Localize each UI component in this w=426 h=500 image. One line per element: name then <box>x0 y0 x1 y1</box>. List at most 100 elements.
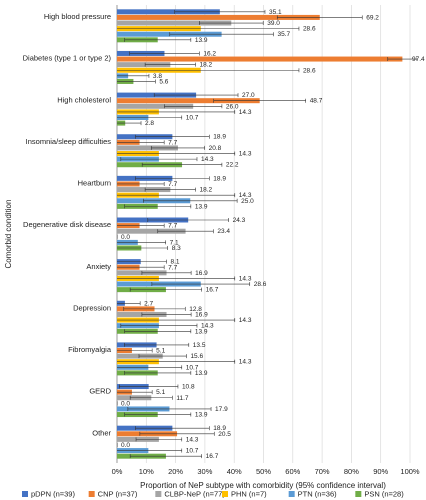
error-bar <box>213 98 306 103</box>
error-bar <box>117 365 183 370</box>
data-label: 5.6 <box>159 78 168 85</box>
error-bar <box>129 287 202 292</box>
error-bar <box>147 218 229 222</box>
data-label: 7.7 <box>168 264 177 271</box>
data-label: 10.8 <box>182 384 195 391</box>
data-label: 22.2 <box>226 162 239 169</box>
data-label: 14.3 <box>239 359 252 366</box>
error-bar <box>117 265 165 270</box>
data-label: 7.7 <box>168 139 177 146</box>
data-label: 14.3 <box>239 192 252 199</box>
error-bar <box>153 93 239 98</box>
data-label: 7.7 <box>168 181 177 188</box>
data-label: 27.0 <box>242 92 255 99</box>
data-label: 8.3 <box>172 245 181 252</box>
legend-swatch <box>222 491 228 497</box>
legend: pDPN (n=39) CNP (n=37) CLBP-NeP (n=77) PHN … <box>22 489 404 498</box>
data-label: 18.9 <box>213 134 226 141</box>
bar <box>117 145 178 151</box>
error-bar <box>119 384 179 389</box>
error-bar <box>117 240 166 245</box>
data-label: 14.3 <box>239 317 252 324</box>
data-label: 16.7 <box>206 287 219 294</box>
error-bar <box>139 431 215 436</box>
data-label: 2.7 <box>144 300 153 307</box>
legend-label: CNP (n=37) <box>98 489 138 498</box>
x-tick-label: 10% <box>139 467 154 476</box>
error-bar <box>117 140 165 145</box>
legend-label: pDPN (n=39) <box>31 489 75 498</box>
category-label: High cholesterol <box>57 95 111 104</box>
x-tick-label: 50% <box>256 467 271 476</box>
error-bar <box>199 21 264 26</box>
error-bar <box>117 115 183 120</box>
grid: 0% 10% 20% 30% 40% 50% 60% 70% 80% 90% 100% <box>112 5 420 476</box>
error-bar <box>129 395 173 400</box>
category-label: Diabetes (type 1 or type 2) <box>23 54 112 63</box>
error-bar <box>124 329 192 334</box>
data-label: 3.8 <box>153 73 162 80</box>
legend-label: CLBP-NeP (n=77) <box>164 489 225 498</box>
error-bar <box>129 51 200 56</box>
error-bar <box>141 162 223 167</box>
error-bar <box>117 276 236 281</box>
error-bar <box>120 323 198 328</box>
error-bar <box>117 79 156 84</box>
error-bar <box>124 204 192 209</box>
error-bar <box>157 229 214 234</box>
data-label: 28.6 <box>303 26 316 33</box>
category-label: Insomnia/sleep difficulties <box>26 137 112 146</box>
data-label: 14.3 <box>239 151 252 158</box>
error-bar <box>129 454 202 459</box>
data-label: 13.9 <box>195 412 208 419</box>
error-bar <box>143 198 238 203</box>
data-label: 11.7 <box>176 395 189 402</box>
data-label: 20.5 <box>218 431 231 438</box>
error-bar <box>141 312 192 317</box>
data-label: 13.9 <box>195 328 208 335</box>
data-label: 10.7 <box>186 115 199 122</box>
bar <box>117 31 222 37</box>
data-label: 2.8 <box>145 120 154 127</box>
legend-swatch <box>88 491 95 497</box>
data-label: 35.7 <box>277 31 290 38</box>
data-label: 39.0 <box>267 20 280 27</box>
data-label: 15.6 <box>190 353 203 360</box>
error-bar <box>144 62 196 67</box>
category-label: GERD <box>89 387 111 396</box>
error-bar <box>117 193 236 198</box>
data-label: 13.9 <box>195 37 208 44</box>
error-bar <box>117 259 167 264</box>
category-label: Other <box>92 428 111 437</box>
data-label: 16.7 <box>206 453 219 460</box>
x-tick-label: 60% <box>285 467 300 476</box>
bar <box>117 56 403 62</box>
error-bar <box>127 406 212 411</box>
data-label: 35.1 <box>269 9 282 16</box>
bar <box>117 103 194 109</box>
data-label: 23.4 <box>217 228 230 235</box>
error-bar <box>117 26 300 31</box>
data-label: 14.3 <box>239 275 252 282</box>
bar <box>117 62 171 68</box>
data-label: 24.3 <box>233 217 246 224</box>
error-bar <box>135 176 210 181</box>
error-bar <box>387 57 417 62</box>
data-label: 14.3 <box>239 109 252 116</box>
error-bar <box>124 370 192 375</box>
data-label: 48.7 <box>310 98 323 105</box>
error-bar <box>117 73 150 78</box>
data-label: 16.2 <box>203 50 216 57</box>
error-bar <box>117 301 141 306</box>
data-label: 14.3 <box>186 436 199 443</box>
error-bar <box>150 145 205 150</box>
data-label: 7.7 <box>168 223 177 230</box>
bar <box>117 14 320 20</box>
error-bar <box>117 121 142 126</box>
error-bar <box>117 390 153 395</box>
error-bar <box>117 109 236 114</box>
data-label: 26.0 <box>226 103 239 110</box>
data-label: 18.2 <box>200 62 213 69</box>
error-bar <box>117 448 183 453</box>
error-bar <box>117 318 236 323</box>
